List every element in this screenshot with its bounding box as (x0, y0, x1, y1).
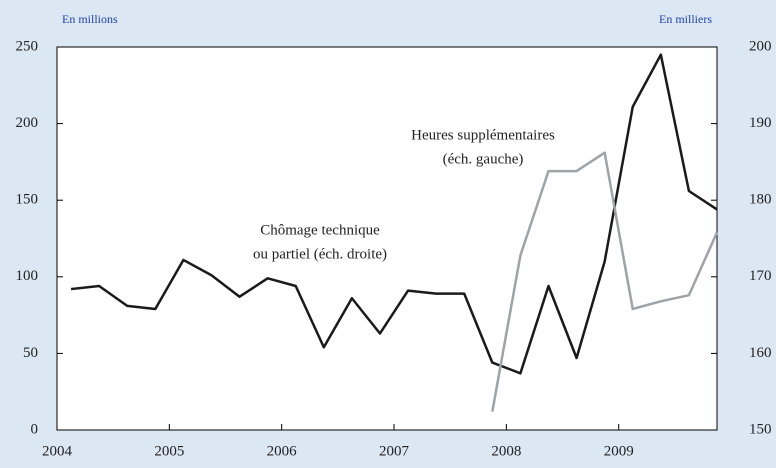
y2-tick-label: 170 (749, 268, 772, 284)
y-tick-label: 50 (23, 345, 38, 361)
y2-tick-label: 200 (749, 38, 772, 54)
y-tick-label: 200 (16, 115, 39, 131)
plot-area (56, 46, 718, 431)
annotation: Chômage technique (260, 222, 380, 238)
x-tick-label: 2004 (42, 443, 73, 459)
annotation: ou partiel (éch. droite) (253, 246, 387, 262)
y2-unit-label: En milliers (659, 12, 712, 26)
y-unit-label: En millions (62, 12, 118, 26)
series-line (491, 151, 719, 412)
y2-tick-label: 190 (749, 115, 772, 131)
annotation: (éch. gauche) (443, 151, 524, 167)
series-line (70, 53, 718, 375)
x-tick-label: 2009 (604, 443, 634, 459)
y2-tick-label: 160 (749, 345, 772, 361)
annotation: Heures supplémentaires (411, 127, 555, 143)
x-tick-label: 2008 (491, 443, 521, 459)
y-tick-label: 100 (16, 268, 39, 284)
y2-tick-label: 150 (749, 421, 772, 437)
y-tick-label: 0 (31, 421, 39, 437)
y-tick-label: 250 (16, 38, 39, 54)
x-tick-label: 2005 (154, 443, 184, 459)
x-tick-label: 2007 (379, 443, 410, 459)
y-tick-label: 150 (16, 192, 39, 208)
y2-tick-label: 180 (749, 192, 772, 208)
x-tick-label: 2006 (267, 443, 298, 459)
